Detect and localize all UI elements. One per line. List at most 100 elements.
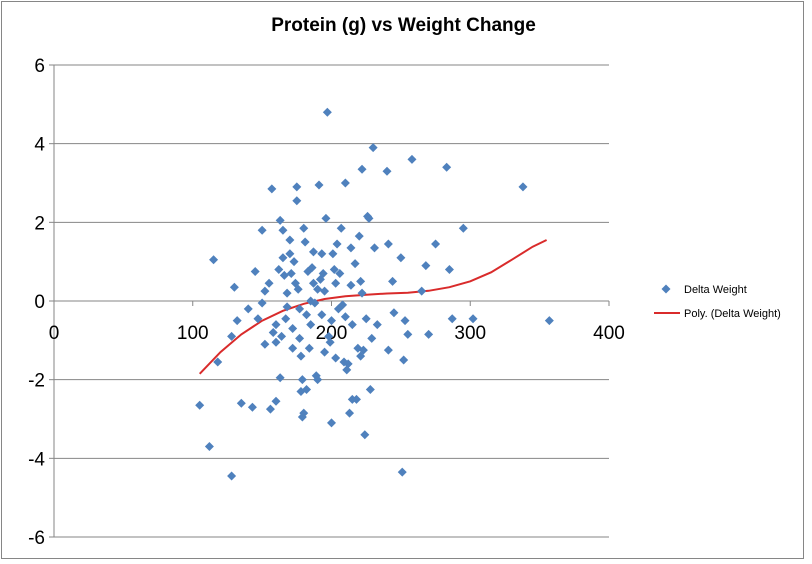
data-point: [396, 253, 406, 263]
y-tick-label: 0: [34, 292, 45, 313]
data-point: [317, 310, 327, 320]
data-point: [268, 327, 278, 337]
data-point: [397, 467, 407, 477]
data-point: [444, 265, 454, 275]
data-point: [308, 247, 318, 257]
data-point: [431, 239, 441, 249]
data-point: [271, 396, 281, 406]
data-point: [354, 231, 364, 241]
data-point: [351, 394, 361, 404]
data-points: [195, 107, 554, 481]
data-point: [320, 347, 330, 357]
data-point: [295, 333, 305, 343]
data-point: [367, 333, 377, 343]
data-point: [313, 375, 323, 385]
data-point: [253, 314, 263, 324]
x-tick-label: 200: [316, 323, 348, 344]
data-point: [340, 312, 350, 322]
legend-marker-diamond: [661, 284, 671, 294]
data-point: [327, 316, 336, 326]
data-point: [264, 278, 274, 288]
data-point: [329, 265, 339, 275]
data-point: [544, 316, 554, 326]
data-point: [368, 143, 378, 153]
data-point: [350, 259, 360, 269]
data-point: [388, 276, 398, 286]
data-point: [302, 310, 312, 320]
data-point: [383, 239, 393, 249]
data-point: [292, 182, 302, 192]
gridlines: [54, 64, 609, 538]
y-tick-label: -6: [28, 528, 45, 549]
data-point: [399, 355, 409, 365]
data-point: [278, 253, 288, 263]
data-point: [417, 286, 427, 296]
data-point: [325, 337, 335, 347]
data-point: [250, 267, 260, 276]
data-point: [324, 331, 334, 341]
data-point: [389, 308, 399, 318]
scatter-plot: -6 -4 -2 0 2 4 6 0 100 200 300 400 Delta Weight Poly…: [28, 56, 781, 549]
data-point: [293, 284, 303, 294]
data-point: [340, 178, 350, 188]
data-point: [257, 298, 267, 308]
data-point: [204, 442, 214, 452]
data-point: [271, 337, 281, 347]
data-point: [304, 343, 314, 353]
data-point: [400, 316, 410, 326]
data-point: [267, 184, 277, 194]
data-point: [314, 180, 324, 190]
data-point: [275, 215, 285, 225]
data-point: [468, 314, 478, 324]
chart-title: Protein (g) vs Weight Change: [271, 15, 536, 36]
y-tick-label: -2: [28, 371, 45, 392]
x-tick-label: 400: [593, 323, 625, 344]
data-point: [383, 345, 393, 355]
data-point: [357, 164, 367, 174]
data-point: [300, 237, 310, 247]
data-point: [274, 265, 284, 275]
data-point: [247, 402, 257, 412]
data-point: [364, 213, 374, 223]
data-point: [260, 339, 270, 349]
data-point: [332, 239, 342, 249]
data-point: [361, 314, 371, 324]
data-point: [328, 249, 338, 259]
data-point: [299, 223, 309, 233]
data-point: [442, 162, 452, 172]
data-point: [296, 351, 306, 361]
data-point: [260, 286, 270, 296]
axes: [49, 64, 610, 538]
data-point: [518, 182, 528, 192]
data-point: [322, 107, 332, 117]
data-point: [229, 282, 239, 292]
data-point: [331, 278, 341, 288]
data-point: [335, 268, 345, 278]
data-point: [338, 300, 348, 310]
data-point: [346, 280, 356, 290]
y-tick-label: 2: [34, 213, 45, 234]
data-point: [308, 278, 318, 288]
data-point: [458, 223, 468, 233]
data-point: [421, 261, 431, 271]
data-point: [227, 331, 237, 341]
data-point: [320, 286, 330, 296]
data-point: [232, 316, 242, 326]
data-point: [281, 314, 291, 324]
data-point: [271, 320, 281, 330]
chart-area: Protein (g) vs Weight Change -6 -4 -2 0 2 4 6 0…: [1, 1, 804, 559]
data-point: [356, 276, 366, 286]
data-point: [342, 365, 352, 375]
x-tick-label: 0: [49, 323, 60, 344]
legend-label: Delta Weight: [684, 284, 747, 296]
y-tick-label: 6: [34, 56, 45, 77]
data-point: [358, 345, 368, 355]
data-point: [336, 223, 346, 233]
data-point: [357, 288, 367, 298]
data-point: [345, 408, 355, 418]
data-point: [403, 329, 413, 339]
data-point: [307, 263, 317, 273]
data-point: [285, 249, 295, 259]
data-point: [447, 314, 457, 324]
data-point: [285, 235, 295, 245]
